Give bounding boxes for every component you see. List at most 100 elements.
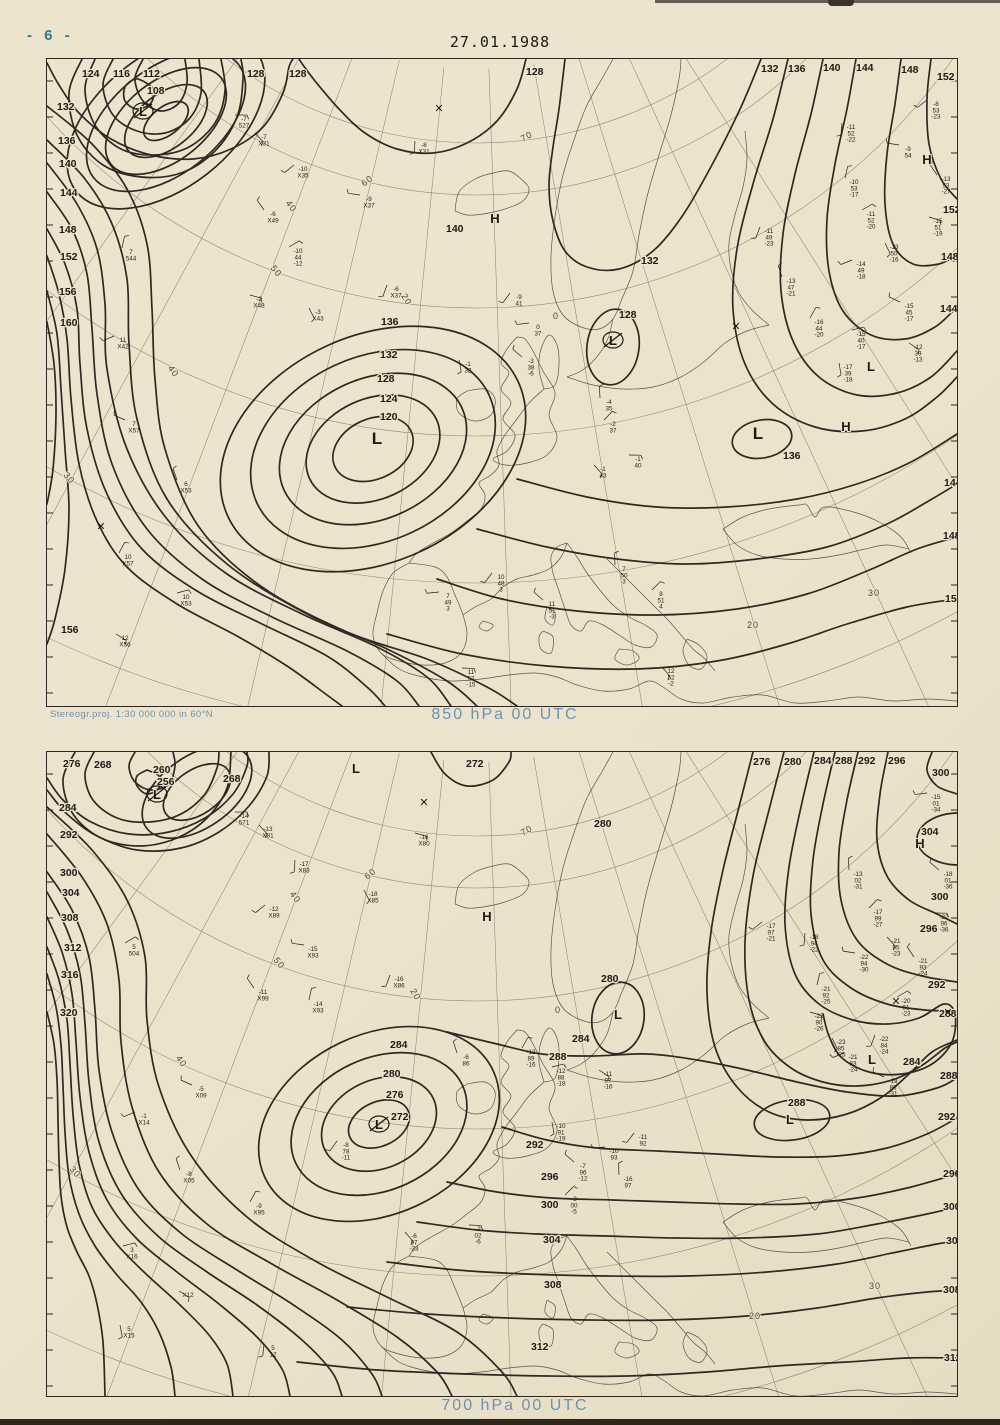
contour-label: 300 <box>541 1199 559 1211</box>
contour-label: 124 <box>82 68 100 80</box>
contour-label: 128 <box>619 309 637 321</box>
station-plot: -8 X31 <box>409 140 430 155</box>
contour-label: 272 <box>391 1111 409 1123</box>
station-plot: 11 X42 <box>99 335 129 350</box>
contour-label: 140 <box>446 223 464 235</box>
station-plot: -19 86 -31 <box>872 1067 898 1098</box>
station-plot: 7 50 3 <box>614 550 628 586</box>
contour-label: 320 <box>60 1007 78 1019</box>
graticule-label: 50 <box>272 955 287 971</box>
contour-label: 268 <box>94 759 112 771</box>
station-plot: -11 92 <box>622 1132 648 1147</box>
pressure-centers: LLLLHHLL <box>146 760 926 1133</box>
contour-label: 308 <box>943 1284 957 1296</box>
station-plot: 5 504 <box>124 936 140 957</box>
station-plot: -10 53 -17 <box>844 165 859 199</box>
contour-label: 296 <box>943 1168 957 1180</box>
contour-label: 136 <box>381 316 399 328</box>
station-plot: -22 90 -26 <box>809 1011 824 1033</box>
svg-text:-202-6: -2 02 -6 <box>474 1226 482 1246</box>
contour-label: 284 <box>59 802 77 814</box>
contour-label: 296 <box>920 923 938 935</box>
station-plot: -6 97 -23 <box>404 1231 419 1253</box>
contour-label: 284 <box>572 1033 590 1045</box>
contour-label: 148 <box>943 530 957 542</box>
contour-label: 152 <box>945 593 957 605</box>
pressure-center: H <box>482 909 491 924</box>
svg-text:X12: X12 <box>182 1292 194 1299</box>
station-plot: -14 571 <box>235 811 250 826</box>
station-plot: 7 49 3 <box>424 589 452 613</box>
pressure-center: H <box>915 836 924 851</box>
contour-label: 280 <box>784 756 802 768</box>
station-plot: -15 51 -19 <box>928 216 943 238</box>
station-plot: -10 44 -12 <box>288 240 304 268</box>
contour-label: 136 <box>783 450 801 462</box>
station-plot: -3 38 -6 <box>512 344 535 378</box>
station-plot: -12 X89 <box>251 904 280 919</box>
contour-label: 152 <box>60 251 78 263</box>
contour-label: 128 <box>526 66 544 78</box>
x-mark: ✕ <box>419 797 428 809</box>
station-plot: -2 37 <box>603 411 617 434</box>
isolines <box>46 744 1000 1397</box>
contour-label: 288 <box>549 1051 567 1063</box>
pressure-center: L <box>868 1052 876 1067</box>
station-plot: -7 527 <box>235 114 250 129</box>
contour-label: 280 <box>383 1068 401 1080</box>
contour-label: 260 <box>153 764 171 776</box>
station-plot: -9 X95 <box>249 1191 265 1216</box>
contour-label: 276 <box>753 756 771 768</box>
pressure-center: L <box>352 761 360 776</box>
station-plot: -10 X35 <box>280 164 309 179</box>
contour-label: 144 <box>940 303 957 315</box>
station-plot: -7 96 -12 <box>564 1149 588 1183</box>
svg-text:512: 5 12 <box>269 1345 277 1358</box>
station-plot: -17 97 -21 <box>748 921 776 943</box>
contour-label: 156 <box>61 624 79 636</box>
contour-label: 292 <box>60 829 78 841</box>
graticule-label: 40 <box>166 363 181 379</box>
graticule <box>0 0 1000 909</box>
station-plot: -1 43 <box>593 464 607 479</box>
contour-label: 132 <box>761 63 779 75</box>
station-plot: -7 X31 <box>254 132 270 147</box>
contour-label: 152 <box>937 71 955 83</box>
station-plot: -6 X37 <box>378 284 402 299</box>
station-plot: -13 X81 <box>258 824 274 839</box>
contour-label: 304 <box>62 887 80 899</box>
station-plot: 5 12 <box>258 1343 277 1358</box>
station-plot: -2 02 -6 <box>468 1224 483 1246</box>
station-plot: 7 X57 <box>113 410 140 434</box>
pressure-center: L <box>867 359 875 374</box>
contour-labels: 124 116 112 108 128 128 128 132 136 140 144 148 152 1… <box>56 61 964 638</box>
svg-text:-853-23: -8 53 -23 <box>931 101 941 121</box>
pressure-center: H <box>922 152 931 167</box>
